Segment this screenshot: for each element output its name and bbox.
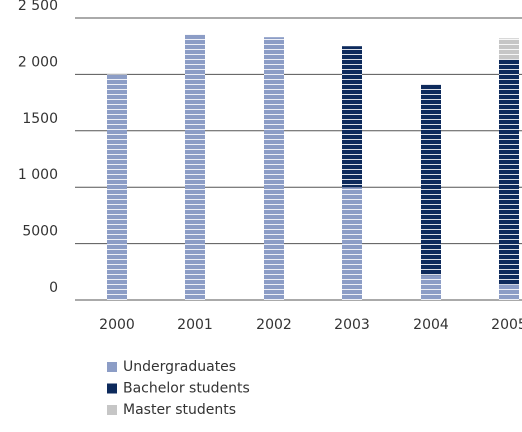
y-tick-label: 2 500 [18,0,58,14]
y-tick-label: 2 000 [18,54,58,70]
legend-swatch [107,383,117,394]
x-tick-label: 2004 [413,317,449,333]
x-tick-label: 2005 [491,317,522,333]
y-tick-label: 1500 [22,111,58,127]
legend-label: Master students [123,402,236,418]
legend-label: Bachelor students [123,381,250,397]
bar-stripes [264,37,284,301]
y-tick-label: 0 [49,280,58,296]
legend-swatch [107,405,117,415]
bar-stripes [499,59,519,285]
bar-stripes [107,74,127,301]
x-tick-label: 2001 [177,317,213,333]
bar-stripes [421,84,441,276]
bar-stripes [342,46,362,188]
bar-stripes [342,187,362,300]
legend-label: Undergraduates [123,359,236,375]
bar-stripes [421,275,441,300]
bar-stripes [185,34,205,301]
legend-swatch [107,362,117,372]
x-tick-label: 2002 [256,317,292,333]
bar-stripes [499,38,519,60]
y-tick-label: 1 000 [18,167,58,183]
x-tick-label: 2003 [334,317,370,333]
bar-stripes [499,284,519,300]
y-tick-label: 5000 [22,224,58,240]
x-tick-label: 2000 [99,317,135,333]
